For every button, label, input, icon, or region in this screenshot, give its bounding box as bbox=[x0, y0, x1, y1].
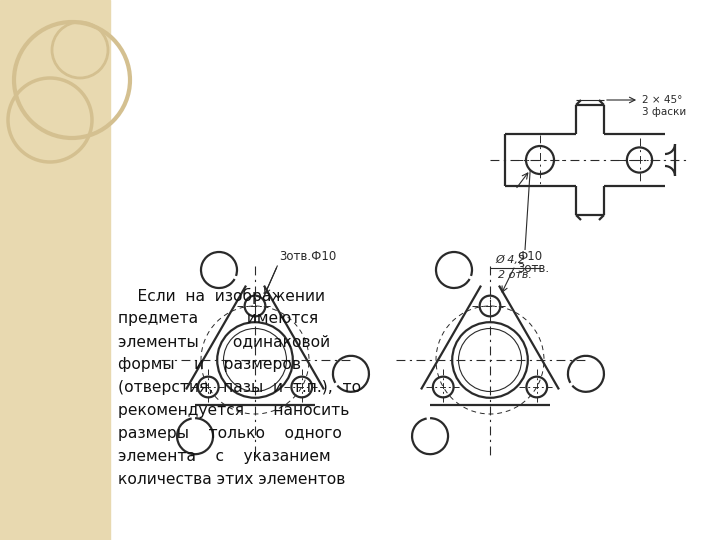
Text: Ф10: Ф10 bbox=[517, 251, 542, 264]
Text: предмета          имеются: предмета имеются bbox=[118, 311, 318, 326]
Bar bbox=[0, 0, 110, 540]
Text: Ø 4,2: Ø 4,2 bbox=[495, 255, 525, 265]
Text: количества этих элементов: количества этих элементов bbox=[118, 472, 346, 487]
Text: элементы       одинаковой: элементы одинаковой bbox=[118, 334, 330, 349]
Text: рекомендуется      наносить: рекомендуется наносить bbox=[118, 403, 349, 418]
Text: (отверстия,  пазы  и  т.п.),  то: (отверстия, пазы и т.п.), то bbox=[118, 380, 361, 395]
Text: 2 × 45°: 2 × 45° bbox=[642, 95, 683, 105]
Text: 3отв.Ф10: 3отв.Ф10 bbox=[279, 251, 337, 264]
Text: 3 фаски: 3 фаски bbox=[642, 107, 686, 117]
Text: размеры    только    одного: размеры только одного bbox=[118, 426, 342, 441]
Text: 2 отв.: 2 отв. bbox=[498, 270, 532, 280]
Text: 3отв.: 3отв. bbox=[517, 261, 549, 274]
Text: элемента    с    указанием: элемента с указанием bbox=[118, 449, 330, 464]
Text: Если  на  изображении: Если на изображении bbox=[118, 288, 325, 304]
Text: формы    и    размеров: формы и размеров bbox=[118, 357, 301, 372]
